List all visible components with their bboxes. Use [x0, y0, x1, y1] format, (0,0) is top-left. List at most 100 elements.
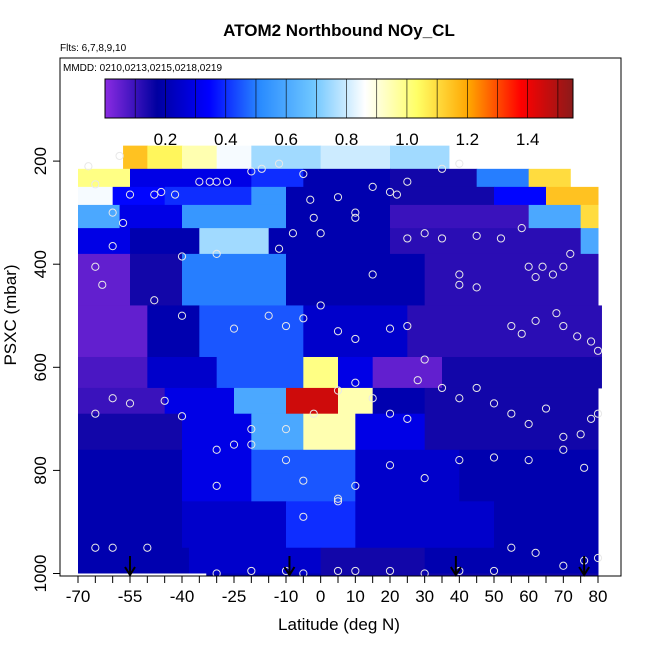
heatmap-cell	[234, 387, 287, 415]
sample-point	[281, 425, 291, 434]
heatmap-cell	[268, 228, 391, 255]
sample-point	[274, 244, 284, 253]
sample-point	[212, 445, 221, 454]
sample-point	[403, 234, 412, 243]
x-tick-label: -70	[66, 587, 91, 606]
sample-point	[222, 177, 232, 186]
sample-point	[413, 376, 422, 385]
x-tick-label: 80	[589, 587, 608, 606]
sample-point	[118, 218, 128, 228]
sample-point	[333, 497, 343, 506]
sample-point	[177, 252, 187, 261]
heatmap-cell	[372, 387, 426, 415]
heatmap-cell	[182, 449, 252, 502]
heatmap-cell	[147, 145, 183, 170]
heatmap-cell	[580, 204, 599, 229]
sample-point	[351, 208, 360, 217]
x-axis: -70 -55 -40 -25 -10 0 10 20 30 40 50 60 70 80	[66, 576, 608, 606]
x-axis-label: Latitude (deg N)	[278, 615, 400, 634]
sample-point	[455, 394, 464, 403]
heatmap-cell	[182, 413, 252, 451]
sample-point	[437, 383, 447, 393]
sample-point	[299, 169, 308, 179]
sample-point	[316, 301, 325, 310]
colorbar-tick-label: 0.6	[274, 130, 298, 149]
x-tick-label: -40	[170, 587, 195, 606]
x-tick-label: 30	[415, 587, 434, 606]
profile-arrows	[124, 556, 590, 577]
heatmap-cell	[390, 228, 582, 255]
sample-point	[455, 159, 464, 168]
sample-point	[437, 164, 447, 173]
x-tick-label: 40	[450, 587, 469, 606]
sample-point	[559, 432, 568, 441]
sample-point	[507, 321, 516, 331]
sample-point	[472, 383, 481, 393]
sample-point	[91, 409, 100, 418]
sample-point	[489, 453, 499, 462]
heatmap-cell	[78, 204, 121, 229]
y-axis: 200 400 600 800 1000	[31, 147, 60, 593]
sample-point	[385, 566, 395, 576]
colorbar-tick-label: 0.8	[335, 130, 359, 149]
heatmap-cell	[78, 168, 131, 188]
sample-point	[108, 543, 117, 552]
heatmap-cell	[164, 387, 235, 415]
heatmap-cell	[199, 305, 304, 358]
colorbar-tick-label: 1.0	[395, 130, 419, 149]
y-tick-label: 600	[31, 353, 50, 381]
sample-point	[531, 548, 540, 557]
sample-point	[125, 399, 135, 408]
sample-point	[288, 229, 298, 238]
heatmap-cell	[546, 186, 599, 206]
sample-point	[576, 430, 585, 439]
x-tick-label: 50	[485, 587, 504, 606]
y-tick-label: 1000	[31, 555, 50, 593]
sample-point	[84, 162, 93, 171]
sample-point	[150, 296, 159, 305]
heatmap-cell	[251, 449, 356, 502]
heatmap-cell	[390, 204, 530, 229]
sample-point	[212, 569, 221, 576]
sample-point	[496, 234, 506, 243]
sample-point	[351, 378, 360, 387]
sample-point	[566, 249, 575, 258]
sample-point	[306, 195, 315, 204]
sample-point	[531, 316, 540, 326]
sample-point	[586, 414, 596, 423]
sample-point	[517, 224, 526, 233]
sample-point	[368, 270, 377, 279]
heatmap-cell	[320, 145, 391, 170]
sample-point	[195, 177, 204, 186]
profile-arrow	[578, 556, 590, 577]
sample-point	[333, 494, 343, 503]
heatmap-cell	[251, 168, 304, 188]
sample-point	[247, 425, 256, 434]
sample-point	[212, 177, 221, 186]
sample-point	[281, 455, 291, 465]
sample-point	[264, 311, 273, 320]
sample-point	[108, 394, 117, 403]
sample-point	[333, 193, 343, 202]
sample-point	[559, 262, 568, 271]
heatmap-cell	[78, 356, 148, 389]
sample-point	[309, 213, 318, 222]
sample-point	[385, 409, 395, 418]
heatmap-cell	[303, 305, 408, 358]
y-axis-label: PSXC (mbar)	[1, 264, 20, 365]
heatmap-cell	[251, 186, 287, 206]
profile-arrow	[283, 556, 296, 577]
colorbar-tick-label: 1.2	[456, 130, 480, 149]
colorbar-gradient	[104, 78, 574, 119]
heatmap-cell	[372, 356, 443, 389]
heatmap-cell	[182, 501, 287, 549]
heatmap-cell	[338, 387, 374, 415]
heatmap-cell	[78, 413, 183, 451]
heatmap-cell	[286, 501, 356, 549]
sample-point	[351, 481, 360, 490]
heatmap-cell	[78, 449, 183, 502]
sample-point	[299, 569, 308, 576]
heatmap-cell	[182, 145, 218, 170]
sample-point	[368, 394, 377, 403]
